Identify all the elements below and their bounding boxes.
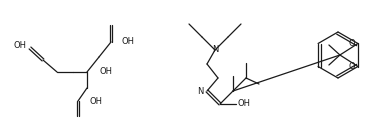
Text: OH: OH: [238, 99, 251, 109]
Text: N: N: [198, 86, 204, 95]
Text: O: O: [348, 39, 355, 48]
Text: OH: OH: [14, 41, 27, 49]
Text: N: N: [212, 45, 218, 55]
Text: OH: OH: [89, 96, 102, 105]
Text: OH: OH: [100, 68, 113, 76]
Text: O: O: [348, 62, 355, 71]
Text: OH: OH: [122, 38, 135, 46]
